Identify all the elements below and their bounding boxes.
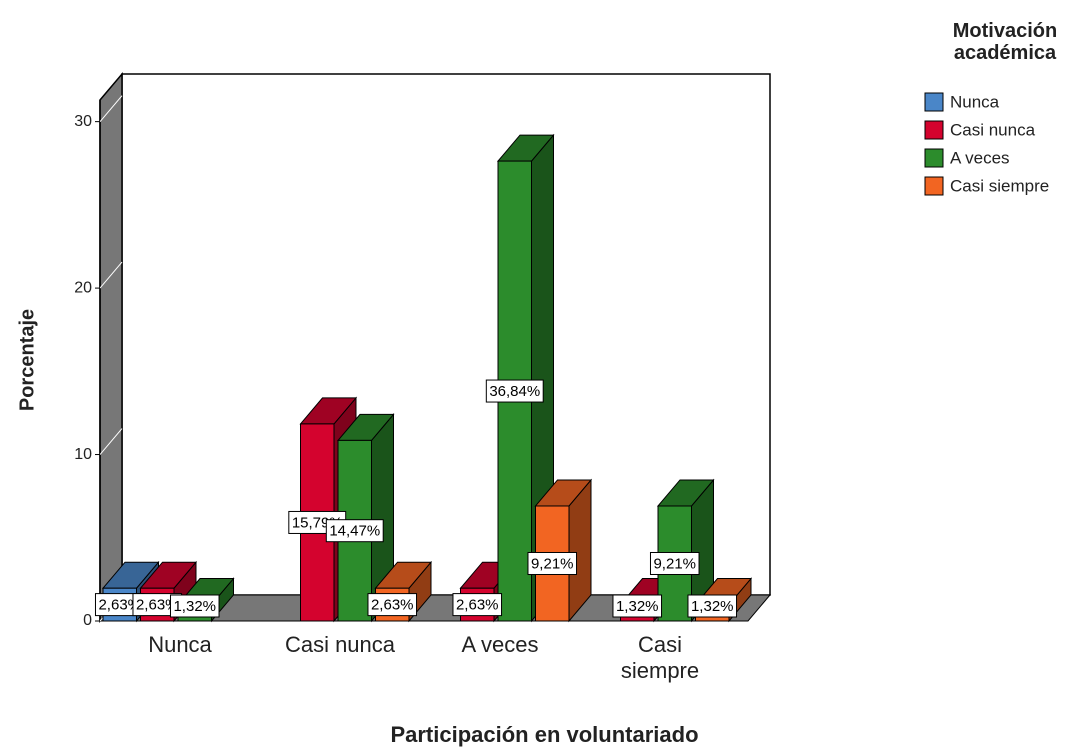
y-tick-label: 10	[74, 446, 92, 463]
data-label: 1,32%	[173, 598, 216, 615]
data-label: 14,47%	[329, 523, 380, 540]
legend-label: Casi siempre	[950, 176, 1049, 195]
bar	[534, 478, 593, 623]
y-tick-label: 0	[83, 612, 92, 629]
x-tick-label: Casi nunca	[284, 632, 396, 657]
y-tick-label: 20	[74, 279, 92, 296]
data-label-box	[325, 519, 384, 543]
data-label-box	[612, 594, 663, 618]
data-label: 1,32%	[616, 598, 659, 615]
x-tick-label: A veces	[461, 632, 539, 657]
legend-label: Nunca	[950, 92, 1000, 111]
data-label: 36,84%	[489, 383, 540, 400]
data-label: 1,32%	[691, 598, 734, 615]
data-label-box	[649, 551, 700, 575]
data-label-box	[485, 379, 544, 403]
data-label: 2,63%	[98, 597, 141, 614]
legend-title: Motivación académica	[952, 20, 1058, 64]
data-label: 2,63%	[371, 597, 414, 614]
grid-line	[99, 95, 123, 122]
data-label-box	[367, 593, 418, 617]
legend-swatch	[924, 176, 944, 196]
y-tick-label: 30	[74, 113, 92, 130]
x-tick-label: Nunca	[148, 632, 212, 657]
data-label-box	[687, 594, 738, 618]
x-tick-label: Casi siempre	[620, 632, 700, 684]
grid-line	[99, 428, 123, 455]
data-label-box	[527, 551, 578, 575]
bar	[336, 413, 395, 623]
legend-swatch	[924, 92, 944, 112]
data-label: 2,63%	[136, 597, 179, 614]
y-axis-title: Porcentaje	[16, 309, 38, 411]
data-label: 2,63%	[456, 597, 499, 614]
x-axis-title: Participación en voluntariado	[390, 722, 699, 747]
grid-line	[99, 261, 123, 289]
left-wall	[99, 71, 123, 624]
data-label: 9,21%	[653, 555, 696, 572]
data-label: 9,21%	[531, 555, 574, 572]
data-label-box	[452, 593, 503, 617]
legend-swatch	[924, 120, 944, 140]
legend-label: Casi nunca	[950, 120, 1036, 139]
data-label-box	[169, 594, 220, 618]
legend-swatch	[924, 148, 944, 168]
legend-label: A veces	[950, 148, 1010, 167]
